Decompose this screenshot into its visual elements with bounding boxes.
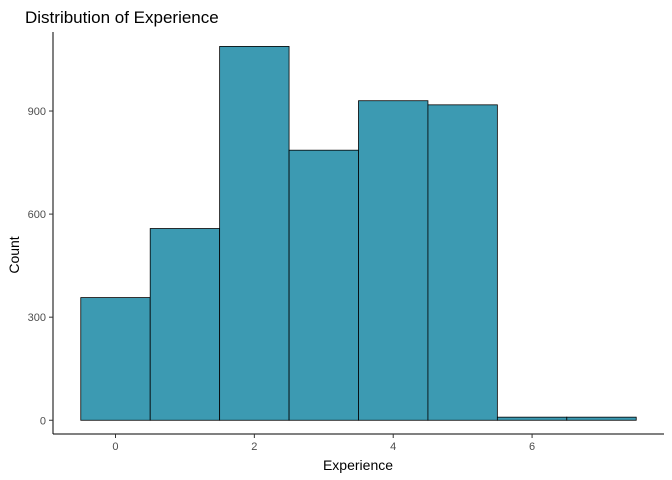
histogram-bar-4 [358, 100, 429, 421]
histogram-bar-1 [149, 228, 221, 421]
bars-group [80, 46, 637, 421]
histogram-bar-5 [427, 104, 498, 421]
y-tick-label: 600 [28, 209, 46, 221]
histogram-bar-7 [566, 416, 637, 421]
histogram-bar-2 [219, 46, 290, 421]
x-tick-label: 2 [251, 441, 257, 453]
x-tick-label: 0 [112, 441, 118, 453]
histogram-bar-3 [288, 149, 359, 421]
y-tick-label: 0 [40, 415, 46, 427]
y-tick-label: 900 [28, 106, 46, 118]
histogram-bar-6 [496, 416, 568, 421]
chart-title: Distribution of Experience [25, 8, 219, 27]
x-axis-title: Experience [323, 457, 393, 473]
y-tick-label: 300 [28, 312, 46, 324]
y-axis-title: Count [6, 236, 22, 273]
x-tick-label: 4 [390, 441, 396, 453]
histogram-bar-0 [80, 297, 151, 421]
x-tick-label: 6 [529, 441, 535, 453]
axes-group: 0 2 4 6 0 300 600 900 [28, 32, 664, 453]
